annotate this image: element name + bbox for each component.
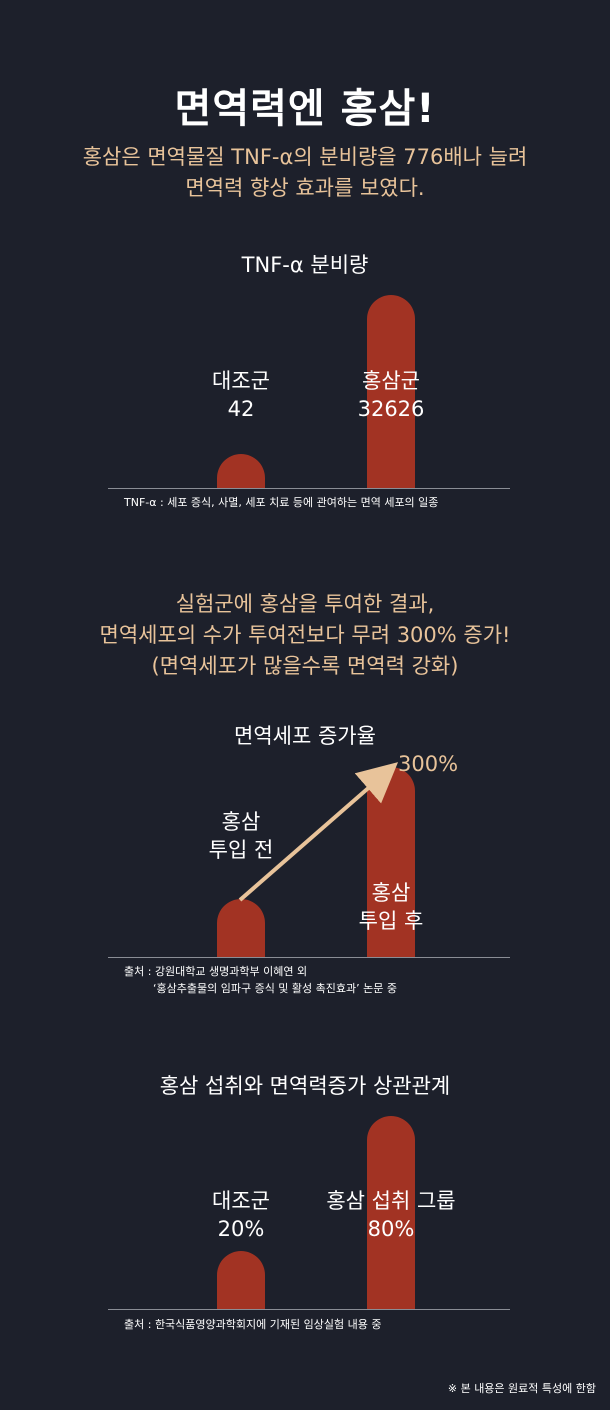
chart-3-note: 출처 : 한국식품영양과학회지에 기재된 임상실험 내용 중	[124, 1318, 382, 1331]
chart-3-category: 대조군	[212, 1189, 270, 1213]
headline-1: 홍삼은 면역물질 TNF-α의 분비량을 776배나 늘려 면역력 향상 효과를…	[0, 142, 610, 204]
chart-3-title: 홍삼 섭취와 면역력증가 상관관계	[159, 1074, 451, 1098]
chart-3-label-control: 대조군 20%	[181, 1187, 301, 1243]
chart-1-baseline	[108, 488, 510, 489]
chart-1-title: TNF-α 분비량	[241, 253, 369, 277]
chart-2-category-line: 홍삼	[221, 810, 261, 834]
chart-1-value: 32626	[357, 397, 425, 421]
chart-3-baseline	[108, 1309, 510, 1310]
chart-1-category: 대조군	[212, 369, 270, 393]
chart-2-category-line: 투입 전	[208, 838, 274, 862]
chart-2-annotation: 300%	[398, 752, 459, 776]
chart-3-value: 80%	[367, 1217, 415, 1241]
chart-2-bar-before	[217, 899, 265, 957]
chart-3-bar-ginseng	[367, 1116, 415, 1309]
headline-2-line: 실험군에 홍삼을 투여한 결과,	[175, 592, 435, 616]
chart-2-note-line: 출처 : 강원대학교 생명과학부 이혜연 외	[124, 965, 308, 978]
chart-3-category: 홍삼 섭취 그룹	[326, 1189, 456, 1213]
chart-1-category: 홍삼군	[362, 369, 420, 393]
headline-2-line: (면역세포가 많을수록 면역력 강화)	[151, 654, 459, 678]
chart-2-category-line: 투입 후	[358, 909, 424, 933]
chart-1-label-ginseng: 홍삼군 32626	[341, 367, 441, 423]
chart-2-category-line: 홍삼	[371, 881, 411, 905]
headline-2-line: 면역세포의 수가 투여전보다 무려 300% 증가!	[99, 623, 511, 647]
chart-3-value: 20%	[217, 1217, 265, 1241]
chart-1-label-control: 대조군 42	[191, 367, 291, 423]
chart-1-bar-ginseng	[367, 295, 415, 488]
chart-2-label-before: 홍삼 투입 전	[191, 808, 291, 864]
chart-2-title: 면역세포 증가율	[234, 724, 376, 748]
chart-2-label-after: 홍삼 투입 후	[341, 879, 441, 935]
headline-1-line: 홍삼은 면역물질 TNF-α의 분비량을 776배나 늘려	[82, 145, 528, 169]
chart-1-value: 42	[227, 397, 255, 421]
chart-2-note-line: ‘홍삼추출물의 임파구 증식 및 활성 촉진효과’ 논문 중	[153, 982, 397, 995]
chart-2-baseline	[108, 957, 510, 958]
chart-2-note: 출처 : 강원대학교 생명과학부 이혜연 외 ‘홍삼추출물의 임파구 증식 및 …	[124, 963, 397, 997]
chart-1-bar-control	[217, 454, 265, 488]
headline-2: 실험군에 홍삼을 투여한 결과, 면역세포의 수가 투여전보다 무려 300% …	[0, 589, 610, 682]
headline-1-line: 면역력 향상 효과를 보였다.	[185, 176, 425, 200]
chart-2-growth-arrow-icon	[238, 762, 399, 902]
page-title: 면역력엔 홍삼!	[174, 86, 436, 132]
chart-1-note: TNF-α : 세포 증식, 사멸, 세포 치료 등에 관여하는 면역 세포의 …	[124, 496, 439, 509]
footer-note: ※ 본 내용은 원료적 특성에 한함	[447, 1382, 596, 1395]
chart-3-label-ginseng: 홍삼 섭취 그룹 80%	[311, 1187, 471, 1243]
chart-3-bar-control	[217, 1251, 265, 1309]
